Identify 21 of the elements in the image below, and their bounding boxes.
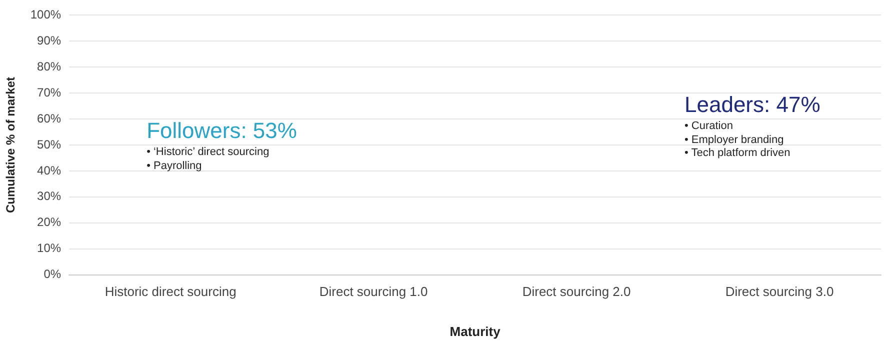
x-tick-label: Historic direct sourcing (104, 284, 236, 300)
y-tick-label: 80% (37, 59, 62, 74)
annotation: • Curation • Employer branding • Tech platform driven (684, 120, 790, 161)
annotation: • ‘Historic’ direct sourcing • Payrolling (146, 146, 270, 174)
x-tick-label: Direct sourcing 2.0 (522, 284, 631, 300)
y-tick-label: 90% (37, 33, 62, 48)
y-tick-label: 50% (37, 137, 62, 152)
x-tick-label: Direct sourcing 1.0 (319, 284, 428, 300)
y-tick-label: 100% (30, 8, 62, 22)
y-tick-label: 10% (37, 241, 62, 256)
annotation: Leaders: 47% (684, 92, 820, 118)
y-tick-label: 70% (37, 85, 62, 100)
x-axis-title: Maturity (450, 324, 502, 339)
y-tick-label: 30% (37, 189, 62, 204)
y-tick-label: 0% (44, 267, 62, 282)
y-tick-label: 20% (37, 215, 62, 230)
annotation: Followers: 53% (146, 118, 297, 144)
y-axis-title: Cumulative % of market (4, 76, 18, 214)
y-tick-label: 60% (37, 111, 62, 126)
y-tick-label: 40% (37, 163, 62, 178)
x-tick-label: Direct sourcing 3.0 (725, 284, 834, 300)
